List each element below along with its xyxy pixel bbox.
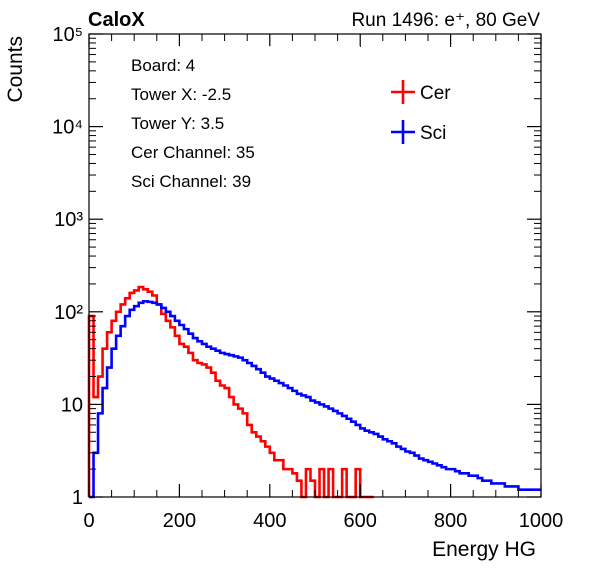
- ticks-layer: 0 200 400 600 800 1000 1 10 10² 10³ 10⁴ 10⁵: [52, 24, 563, 532]
- legend-label-sci: Sci: [420, 123, 446, 144]
- x-tick-label: 0: [83, 510, 94, 532]
- series-line-sci: [89, 299, 541, 499]
- x-tick-label: 1000: [519, 510, 564, 532]
- y-tick-label: 10⁵: [52, 24, 83, 46]
- legend: Cer Sci: [391, 80, 451, 144]
- x-tick-label: 400: [253, 510, 286, 532]
- y-axis-label: Counts: [4, 36, 27, 103]
- legend-label-cer: Cer: [420, 83, 451, 104]
- y-tick-label: 1: [72, 487, 83, 509]
- y-tick-label: 10³: [54, 209, 83, 231]
- y-tick-label: 10: [61, 394, 83, 416]
- info-line: Tower X: -2.5: [131, 85, 231, 104]
- info-line: Sci Channel: 39: [131, 172, 251, 191]
- x-tick-label: 200: [163, 510, 196, 532]
- x-axis-label: Energy HG: [432, 538, 536, 561]
- chart-title-left: CaloX: [88, 9, 145, 31]
- y-tick-label: 10²: [54, 302, 83, 324]
- info-line: Cer Channel: 35: [131, 143, 255, 162]
- info-line: Board: 4: [131, 56, 195, 75]
- info-box: [118, 46, 360, 202]
- info-line: Tower Y: 3.5: [131, 114, 224, 133]
- x-tick-label: 600: [344, 510, 377, 532]
- x-tick-label: 800: [434, 510, 467, 532]
- y-tick-label: 10⁴: [52, 117, 83, 139]
- chart-title-right: Run 1496: e⁺, 80 GeV: [351, 10, 540, 31]
- info-lines: Board: 4 Tower X: -2.5 Tower Y: 3.5 Cer Cha…: [131, 56, 255, 191]
